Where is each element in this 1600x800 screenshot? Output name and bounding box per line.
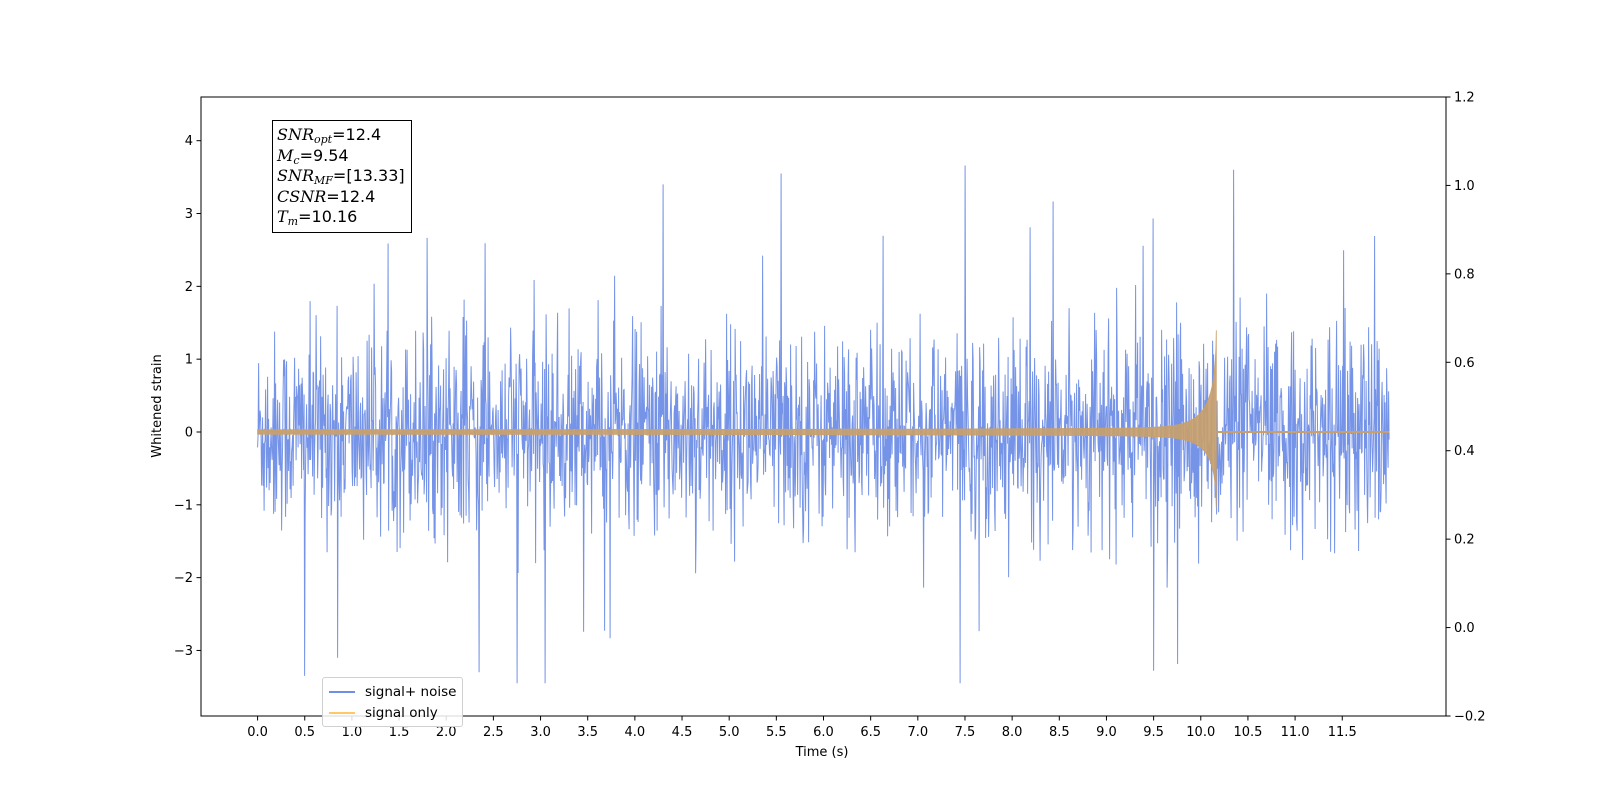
- annotation-box: SNRopt=12.4 Mc=9.54 SNRMF=[13.33] CSNR=12.4…: [272, 120, 412, 233]
- y-right-tick-label-1: 0.0: [1454, 621, 1475, 636]
- y-tick-label-0: −3: [174, 644, 193, 659]
- annotation-symbol: SNR: [277, 166, 315, 185]
- legend-label-signal: signal only: [365, 704, 438, 721]
- annotation-value: =12.4: [326, 186, 376, 206]
- x-tick-label-21: 10.5: [1233, 725, 1262, 740]
- y-tick-label-3: 0: [185, 425, 193, 440]
- x-tick-label-19: 9.5: [1143, 725, 1164, 740]
- series-signal-plus-noise: [257, 165, 1390, 684]
- signal-envelope: [257, 330, 1217, 509]
- legend-swatch-noise: [329, 690, 355, 693]
- annotation-value: =9.54: [299, 145, 349, 165]
- annotation-symbol: CSNR: [277, 186, 327, 206]
- annotation-line-4: Tm=10.16: [277, 207, 405, 228]
- y-right-tick-label-3: 0.4: [1454, 444, 1475, 459]
- annotation-symbol: T: [277, 207, 288, 226]
- x-tick-label-8: 4.0: [625, 725, 646, 740]
- legend: signal+ noise signal only: [322, 677, 464, 727]
- y-axis-label: Whitened strain: [150, 354, 165, 457]
- legend-item-signal-only: signal only: [329, 702, 456, 723]
- annotation-value: =10.16: [298, 207, 358, 226]
- x-tick-label-23: 11.5: [1328, 725, 1357, 740]
- x-tick-label-17: 8.5: [1049, 725, 1070, 740]
- annotation-symbol: SNR: [277, 125, 315, 144]
- y-tick-label-4: 1: [185, 353, 193, 368]
- x-tick-label-18: 9.0: [1096, 725, 1117, 740]
- x-tick-label-4: 2.0: [436, 725, 457, 740]
- y-tick-label-7: 4: [185, 134, 193, 149]
- y-right-tick-label-0: −0.2: [1454, 710, 1486, 725]
- y-right-tick-label-7: 1.2: [1454, 91, 1475, 106]
- x-tick-label-0: 0.0: [247, 725, 268, 740]
- x-tick-label-2: 1.0: [342, 725, 363, 740]
- y-tick-label-6: 3: [185, 207, 193, 222]
- annotation-subscript: opt: [314, 133, 333, 146]
- plot-area: [257, 165, 1390, 684]
- x-tick-label-5: 2.5: [483, 725, 504, 740]
- y-right-tick-label-5: 0.8: [1454, 267, 1475, 282]
- annotation-line-2: SNRMF=[13.33]: [277, 166, 405, 187]
- x-axis-label: Time (s): [795, 745, 849, 760]
- y-tick-label-1: −2: [174, 571, 193, 586]
- x-tick-label-16: 8.0: [1002, 725, 1023, 740]
- y-axis-right: −0.2 0.0 0.2 0.4 0.6 0.8 1.0 1.2: [1446, 91, 1486, 725]
- annotation-value: =12.4: [332, 125, 382, 144]
- x-tick-label-9: 4.5: [672, 725, 693, 740]
- y-right-tick-label-6: 1.0: [1454, 179, 1475, 194]
- annotation-value: =[13.33]: [332, 166, 405, 185]
- y-tick-label-2: −1: [174, 498, 193, 513]
- x-tick-label-22: 11.0: [1281, 725, 1310, 740]
- x-tick-label-7: 3.5: [577, 725, 598, 740]
- x-tick-label-15: 7.5: [955, 725, 976, 740]
- noise-line: [257, 165, 1390, 684]
- annotation-subscript: MF: [314, 174, 333, 187]
- legend-item-signal-plus-noise: signal+ noise: [329, 681, 456, 702]
- annotation-symbol: M: [277, 145, 294, 165]
- legend-swatch-signal: [329, 711, 355, 714]
- x-tick-label-13: 6.5: [860, 725, 881, 740]
- annotation-line-3: CSNR=12.4: [277, 187, 405, 208]
- annotation-line-0: SNRopt=12.4: [277, 125, 405, 146]
- x-tick-label-3: 1.5: [389, 725, 410, 740]
- signal-early-wave: [257, 428, 585, 436]
- x-tick-label-14: 7.0: [907, 725, 928, 740]
- x-tick-label-1: 0.5: [294, 725, 315, 740]
- x-tick-label-10: 5.0: [719, 725, 740, 740]
- y-right-tick-label-4: 0.6: [1454, 356, 1475, 371]
- annotation-line-1: Mc=9.54: [277, 146, 405, 167]
- annotation-subscript: c: [293, 153, 300, 167]
- x-tick-label-20: 10.0: [1186, 725, 1215, 740]
- x-axis: 0.0 0.5 1.0 1.5 2.0 2.5 3.0 3.5 4.0 4.5 5.0 5.5 6.0 6…: [247, 716, 1357, 740]
- x-tick-label-6: 3.0: [530, 725, 551, 740]
- x-tick-label-11: 5.5: [766, 725, 787, 740]
- series-signal-only: [257, 330, 1390, 509]
- y-right-tick-label-2: 0.2: [1454, 533, 1475, 548]
- y-axis-left: −3 −2 −1 0 1 2 3 4: [174, 134, 201, 659]
- legend-label-noise: signal+ noise: [365, 683, 457, 700]
- x-tick-label-12: 6.0: [813, 725, 834, 740]
- y-tick-label-5: 2: [185, 280, 193, 295]
- annotation-subscript: m: [287, 215, 299, 228]
